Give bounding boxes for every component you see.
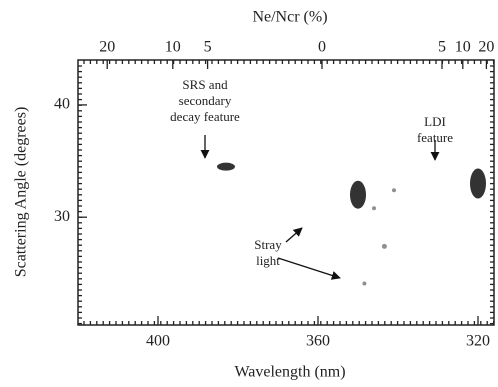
top-tick-label: 10 xyxy=(455,39,471,56)
top-tick-label: 20 xyxy=(99,39,115,56)
top-tick-label: 20 xyxy=(478,39,494,56)
plot-frame xyxy=(78,60,494,325)
annotation: secondary xyxy=(179,93,232,108)
data-blob xyxy=(372,206,376,210)
annotation: feature xyxy=(417,130,453,145)
x-tick-label: 320 xyxy=(466,333,490,350)
top-tick-label: 10 xyxy=(165,39,181,56)
data-blob xyxy=(392,188,396,192)
top-tick-label: 0 xyxy=(318,39,326,56)
y-tick-label: 40 xyxy=(54,96,70,113)
x-tick-label: 360 xyxy=(306,333,330,350)
chart: Wavelength (nm) Ne/Ncr (%) Scattering An… xyxy=(0,0,498,387)
y-tick-label: 30 xyxy=(54,208,70,225)
arrow xyxy=(278,258,340,278)
annotation: Stray xyxy=(254,237,282,252)
data-blob xyxy=(382,244,387,249)
annotation-arrows xyxy=(205,135,435,278)
annotation: LDI xyxy=(424,114,446,129)
data-blob xyxy=(362,281,366,285)
annotation: light xyxy=(256,253,280,268)
annotation: SRS and xyxy=(182,77,228,92)
data-blob xyxy=(217,163,235,171)
x-tick-label: 400 xyxy=(146,333,170,350)
top-tick-label: 5 xyxy=(204,39,212,56)
data-blob xyxy=(470,169,486,199)
y-axis-label: Scattering Angle (degrees) xyxy=(13,107,30,278)
annotation: decay feature xyxy=(170,109,240,124)
top-tick-label: 5 xyxy=(438,39,446,56)
top-axis-label: Ne/Ncr (%) xyxy=(252,9,327,26)
data-blob xyxy=(350,181,366,209)
arrow xyxy=(286,228,302,242)
x-axis-label: Wavelength (nm) xyxy=(234,364,345,381)
